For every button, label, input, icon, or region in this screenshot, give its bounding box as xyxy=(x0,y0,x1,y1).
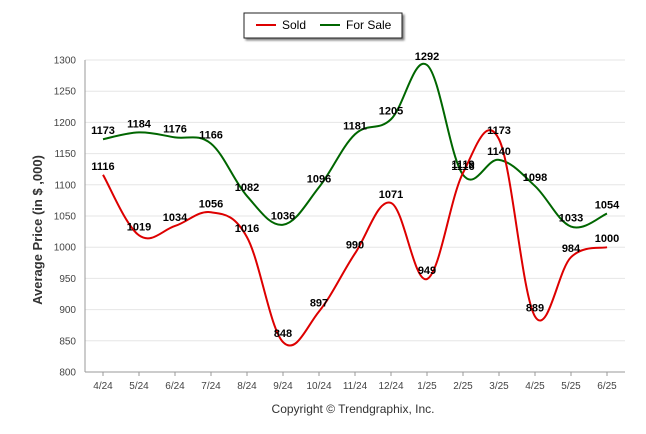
x-tick-label: 9/24 xyxy=(273,381,293,392)
x-tick-label: 6/24 xyxy=(165,381,185,392)
legend-sold-label[interactable]: Sold xyxy=(282,18,306,32)
data-label-sold: 848 xyxy=(274,328,292,340)
x-tick-label: 5/24 xyxy=(129,381,149,392)
data-label-sold: 1034 xyxy=(163,212,188,224)
y-axis-ticks: 800 850 900 950 1000 1050 1100 1150 1200 1250 1300 xyxy=(54,56,77,379)
data-label-sold: 990 xyxy=(346,239,364,251)
data-label-for-sale: 1116 xyxy=(451,161,474,173)
data-label-for-sale: 1096 xyxy=(307,173,331,185)
data-label-sold: 889 xyxy=(526,302,544,314)
data-label-sold: 949 xyxy=(418,265,436,277)
data-label-sold: 1071 xyxy=(379,189,403,201)
data-label-for-sale: 1166 xyxy=(199,130,223,142)
series-line-for-sale[interactable] xyxy=(102,62,608,229)
data-label-sold: 1119 xyxy=(451,159,474,171)
legend-for-sale-label[interactable]: For Sale xyxy=(346,18,392,32)
x-tick-label: 6/25 xyxy=(597,381,617,392)
y-tick-label: 850 xyxy=(59,336,76,347)
x-axis-ticks: 4/24 5/24 6/24 7/24 8/24 9/24 10/24 11/24 12/24 1… xyxy=(93,372,617,392)
data-label-for-sale: 1082 xyxy=(235,182,259,194)
copyright-footer: Copyright © Trendgraphix, Inc. xyxy=(272,402,435,416)
data-label-sold: 1016 xyxy=(235,223,259,235)
x-tick-label: 10/24 xyxy=(306,381,331,392)
legend[interactable]: Sold For Sale xyxy=(243,12,403,39)
x-tick-label: 11/24 xyxy=(343,381,368,392)
data-label-sold: 1056 xyxy=(199,198,223,210)
data-label-sold: 984 xyxy=(562,243,581,255)
x-tick-label: 4/24 xyxy=(93,381,113,392)
data-label-sold: 1173 xyxy=(487,125,511,137)
x-tick-label: 8/24 xyxy=(237,381,257,392)
data-label-for-sale: 1033 xyxy=(559,213,583,225)
data-label-sold: 1019 xyxy=(127,221,151,233)
y-tick-label: 1050 xyxy=(54,212,77,223)
x-tick-label: 2/25 xyxy=(453,381,473,392)
y-axis-title: Average Price (in $ ,000) xyxy=(30,155,45,305)
y-tick-label: 900 xyxy=(59,305,76,316)
data-label-for-sale: 1173 xyxy=(91,125,115,137)
series-line-sold[interactable] xyxy=(102,129,608,347)
data-label-for-sale: 1184 xyxy=(127,118,152,130)
data-label-for-sale: 1176 xyxy=(163,123,187,135)
data-label-for-sale: 1205 xyxy=(379,105,403,117)
x-tick-label: 3/25 xyxy=(489,381,509,392)
data-labels: 1116 1019 1034 1056 1016 848 897 990 1071 949 1119… xyxy=(91,51,620,340)
y-tick-label: 1200 xyxy=(54,118,77,129)
y-tick-label: 800 xyxy=(59,368,76,379)
data-label-for-sale: 1036 xyxy=(271,211,295,223)
data-label-for-sale: 1181 xyxy=(343,120,367,132)
data-label-for-sale: 1292 xyxy=(415,51,439,63)
x-tick-label: 12/24 xyxy=(378,381,403,392)
y-tick-label: 1250 xyxy=(54,87,77,98)
data-label-for-sale: 1140 xyxy=(487,146,511,158)
y-tick-label: 950 xyxy=(59,274,76,285)
x-tick-label: 5/25 xyxy=(561,381,581,392)
y-tick-label: 1150 xyxy=(54,149,76,160)
series-lines xyxy=(102,62,608,347)
x-tick-label: 1/25 xyxy=(417,381,437,392)
data-label-for-sale: 1054 xyxy=(595,200,620,212)
x-tick-label: 4/25 xyxy=(525,381,545,392)
y-tick-label: 1000 xyxy=(54,243,77,254)
y-tick-label: 1300 xyxy=(54,56,77,67)
data-label-sold: 897 xyxy=(310,297,328,309)
data-label-sold: 1000 xyxy=(595,233,619,245)
y-tick-label: 1100 xyxy=(54,180,76,191)
x-tick-label: 7/24 xyxy=(201,381,221,392)
data-label-sold: 1116 xyxy=(91,161,114,173)
data-label-for-sale: 1098 xyxy=(523,172,547,184)
